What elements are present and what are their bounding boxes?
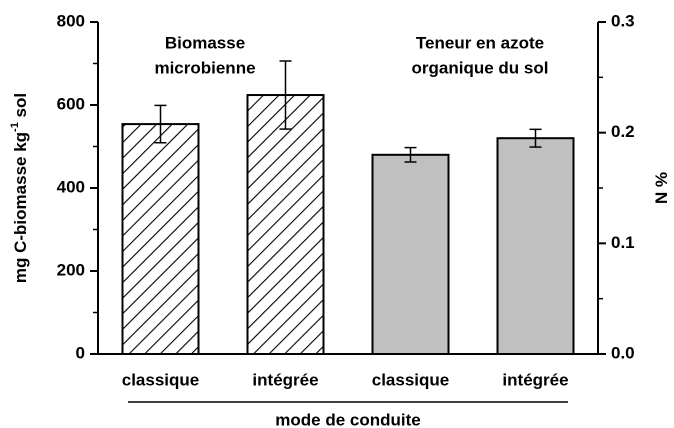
- y2-axis-label: % N: [652, 172, 671, 204]
- x-tick-label: intégrée: [502, 370, 568, 389]
- error-bar: [154, 104, 167, 144]
- y-tick-label: 200: [57, 260, 85, 279]
- y-axis-label: mg C-biomasse kg-1 sol: [9, 93, 31, 283]
- y-tick-label: 800: [57, 11, 85, 30]
- y-label-part: sol: [11, 93, 30, 122]
- y2-tick-label: 0.3: [611, 11, 635, 30]
- y2-tick-label: 0.0: [611, 343, 635, 362]
- error-bar: [529, 128, 542, 148]
- y-label-sup: -1: [9, 122, 21, 132]
- y2-tick-label: 0.2: [611, 122, 635, 141]
- x-tick-label: classique: [122, 370, 200, 389]
- x-tick-label: intégrée: [252, 370, 318, 389]
- x-tick-label: classique: [372, 370, 450, 389]
- annotation: organique du sol: [412, 58, 549, 77]
- bar: [246, 94, 325, 355]
- error-bar: [404, 146, 417, 163]
- y-label-part: mg C-biomasse kg: [11, 132, 30, 283]
- y-tick-label: 0: [76, 343, 85, 362]
- annotation: Teneur en azote: [416, 33, 544, 52]
- x-axis-label: mode de conduite: [275, 410, 420, 428]
- bar: [371, 153, 450, 355]
- y-tick-label: 600: [57, 94, 85, 113]
- error-bar: [279, 60, 292, 130]
- bar: [496, 137, 575, 355]
- y-tick-label: 400: [57, 177, 85, 196]
- annotation: Biomasse: [165, 33, 245, 52]
- y2-tick-label: 0.1: [611, 233, 635, 252]
- bar: [121, 123, 200, 355]
- annotation: microbienne: [154, 58, 255, 77]
